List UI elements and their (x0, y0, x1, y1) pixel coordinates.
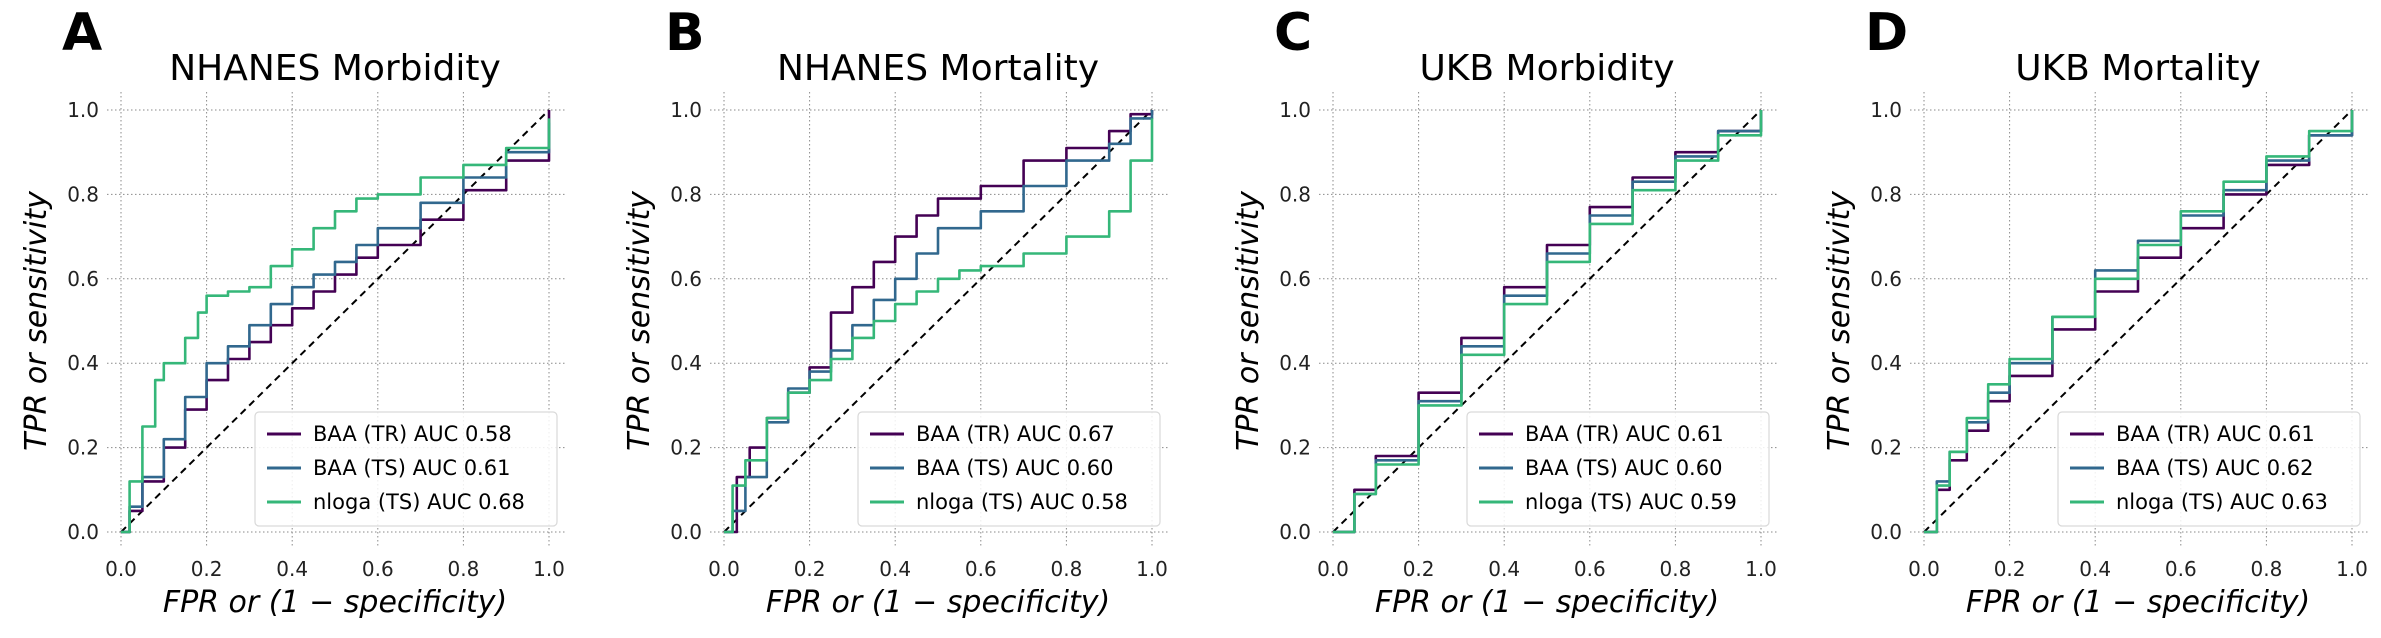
y-axis-label: TPR or sensitivity (1822, 190, 1857, 451)
y-tick-label: 0.8 (67, 182, 99, 206)
panel-letter: D (1865, 3, 1908, 63)
y-tick-label: 0.2 (670, 436, 702, 460)
x-tick-label: 1.0 (1745, 557, 1777, 581)
x-tick-label: 0.8 (1659, 557, 1691, 581)
x-tick-label: 0.0 (105, 557, 137, 581)
panel-b: B NHANES Mortality 0.00.0 0.2 0.2 0.4 0.4 0.6 0.… (622, 3, 1170, 620)
x-tick-label: 0.0 (1908, 557, 1940, 581)
x-tick-label: 0.0 (1317, 557, 1349, 581)
x-axis-label: FPR or (1 − specificity) (766, 585, 1110, 620)
x-tick-label: 0.8 (447, 557, 479, 581)
panel-title: NHANES Morbidity (169, 48, 501, 89)
roc-curve-nloga-ts (1924, 110, 2354, 534)
panel-letter: C (1274, 3, 1312, 63)
y-tick-label: 0.6 (670, 267, 702, 291)
legend: BAA (TR) AUC 0.67 BAA (TS) AUC 0.60 nloga … (857, 411, 1161, 527)
legend-label: nloga (TS) AUC 0.58 (916, 490, 1128, 514)
legend-label: BAA (TR) AUC 0.58 (313, 422, 512, 446)
roc-curve-nloga-ts (724, 118, 1154, 534)
legend-box (254, 411, 558, 527)
legend-label: BAA (TS) AUC 0.60 (1525, 456, 1722, 480)
x-tick-label: 0.6 (2165, 557, 2197, 581)
x-tick-label: 0.8 (1050, 557, 1082, 581)
x-tick-label: 0.8 (2250, 557, 2282, 581)
y-tick-label: 1.0 (67, 98, 99, 122)
legend: BAA (TR) AUC 0.61 BAA (TS) AUC 0.62 nloga … (2057, 411, 2361, 527)
roc-curve-baa-ts (121, 122, 551, 534)
y-tick-label: 0.0 (67, 520, 99, 544)
y-tick-label: 0.0 (1279, 520, 1311, 544)
x-tick-label: 0.4 (879, 557, 911, 581)
chance-diagonal (1923, 109, 2353, 533)
panel-a: A NHANES Morbidity 0.00.0 0.2 0.2 0.4 0.4 0.6 0.… (19, 3, 567, 620)
legend-box (2057, 411, 2361, 527)
x-axis-label: FPR or (1 − specificity) (1375, 585, 1719, 620)
panel-c: C UKB Morbidity 0.00.0 0.2 0.2 0.4 0.4 0.6 0.6 0.… (1231, 3, 1779, 620)
y-tick-label: 0.8 (1279, 182, 1311, 206)
x-tick-label: 0.2 (1403, 557, 1435, 581)
x-tick-label: 0.0 (708, 557, 740, 581)
panel-d: D UKB Mortality 0.00.0 0.2 0.2 0.4 0.4 0.6 0.6 0.… (1822, 3, 2370, 620)
x-tick-label: 0.2 (1994, 557, 2026, 581)
panel-letter: B (665, 3, 705, 63)
legend-label: BAA (TR) AUC 0.61 (2116, 422, 2315, 446)
y-tick-label: 0.2 (67, 436, 99, 460)
x-tick-label: 1.0 (1136, 557, 1168, 581)
y-tick-label: 0.4 (1279, 351, 1311, 375)
panel-letter: A (62, 3, 102, 63)
y-axis-label: TPR or sensitivity (19, 190, 54, 451)
y-tick-label: 0.2 (1870, 436, 1902, 460)
x-axis-label: FPR or (1 − specificity) (163, 585, 507, 620)
x-tick-label: 0.4 (1488, 557, 1520, 581)
x-tick-label: 0.6 (965, 557, 997, 581)
y-tick-label: 0.8 (1870, 182, 1902, 206)
y-tick-label: 1.0 (1279, 98, 1311, 122)
y-tick-label: 0.2 (1279, 436, 1311, 460)
legend: BAA (TR) AUC 0.58 BAA (TS) AUC 0.61 nloga … (254, 411, 558, 527)
y-tick-label: 1.0 (670, 98, 702, 122)
chance-diagonal (723, 109, 1153, 533)
x-tick-label: 0.2 (191, 557, 223, 581)
legend-label: BAA (TS) AUC 0.62 (2116, 456, 2313, 480)
y-axis-label: TPR or sensitivity (622, 190, 657, 451)
legend-label: nloga (TS) AUC 0.59 (1525, 490, 1737, 514)
legend-label: nloga (TS) AUC 0.63 (2116, 490, 2328, 514)
y-tick-label: 0.4 (1870, 351, 1902, 375)
y-tick-label: 0.6 (67, 267, 99, 291)
x-tick-label: 1.0 (2336, 557, 2368, 581)
legend-label: BAA (TS) AUC 0.61 (313, 456, 510, 480)
chance-diagonal (1332, 109, 1762, 533)
y-tick-label: 0.4 (670, 351, 702, 375)
panel-title: NHANES Mortality (777, 48, 1099, 89)
panel-title: UKB Morbidity (1419, 48, 1674, 89)
legend-box (1466, 411, 1770, 527)
x-tick-label: 0.4 (276, 557, 308, 581)
legend: BAA (TR) AUC 0.61 BAA (TS) AUC 0.60 nloga … (1466, 411, 1770, 527)
legend-label: nloga (TS) AUC 0.68 (313, 490, 525, 514)
legend-label: BAA (TS) AUC 0.60 (916, 456, 1113, 480)
y-axis-label: TPR or sensitivity (1231, 190, 1266, 451)
roc-curve-nloga-ts (121, 118, 551, 534)
x-tick-label: 0.6 (1574, 557, 1606, 581)
x-tick-label: 0.4 (2079, 557, 2111, 581)
chance-diagonal (120, 109, 550, 533)
y-tick-label: 0.6 (1870, 267, 1902, 291)
y-tick-label: 0.0 (670, 520, 702, 544)
panel-title: UKB Mortality (2015, 48, 2261, 89)
x-tick-label: 1.0 (533, 557, 565, 581)
x-tick-label: 0.2 (794, 557, 826, 581)
y-tick-label: 0.4 (67, 351, 99, 375)
y-tick-label: 0.8 (670, 182, 702, 206)
x-tick-label: 0.6 (362, 557, 394, 581)
x-axis-label: FPR or (1 − specificity) (1966, 585, 2310, 620)
legend-box (857, 411, 1161, 527)
y-tick-label: 0.6 (1279, 267, 1311, 291)
legend-label: BAA (TR) AUC 0.67 (916, 422, 1115, 446)
y-tick-label: 1.0 (1870, 98, 1902, 122)
y-tick-label: 0.0 (1870, 520, 1902, 544)
roc-curve-nloga-ts (1333, 110, 1763, 534)
legend-label: BAA (TR) AUC 0.61 (1525, 422, 1724, 446)
